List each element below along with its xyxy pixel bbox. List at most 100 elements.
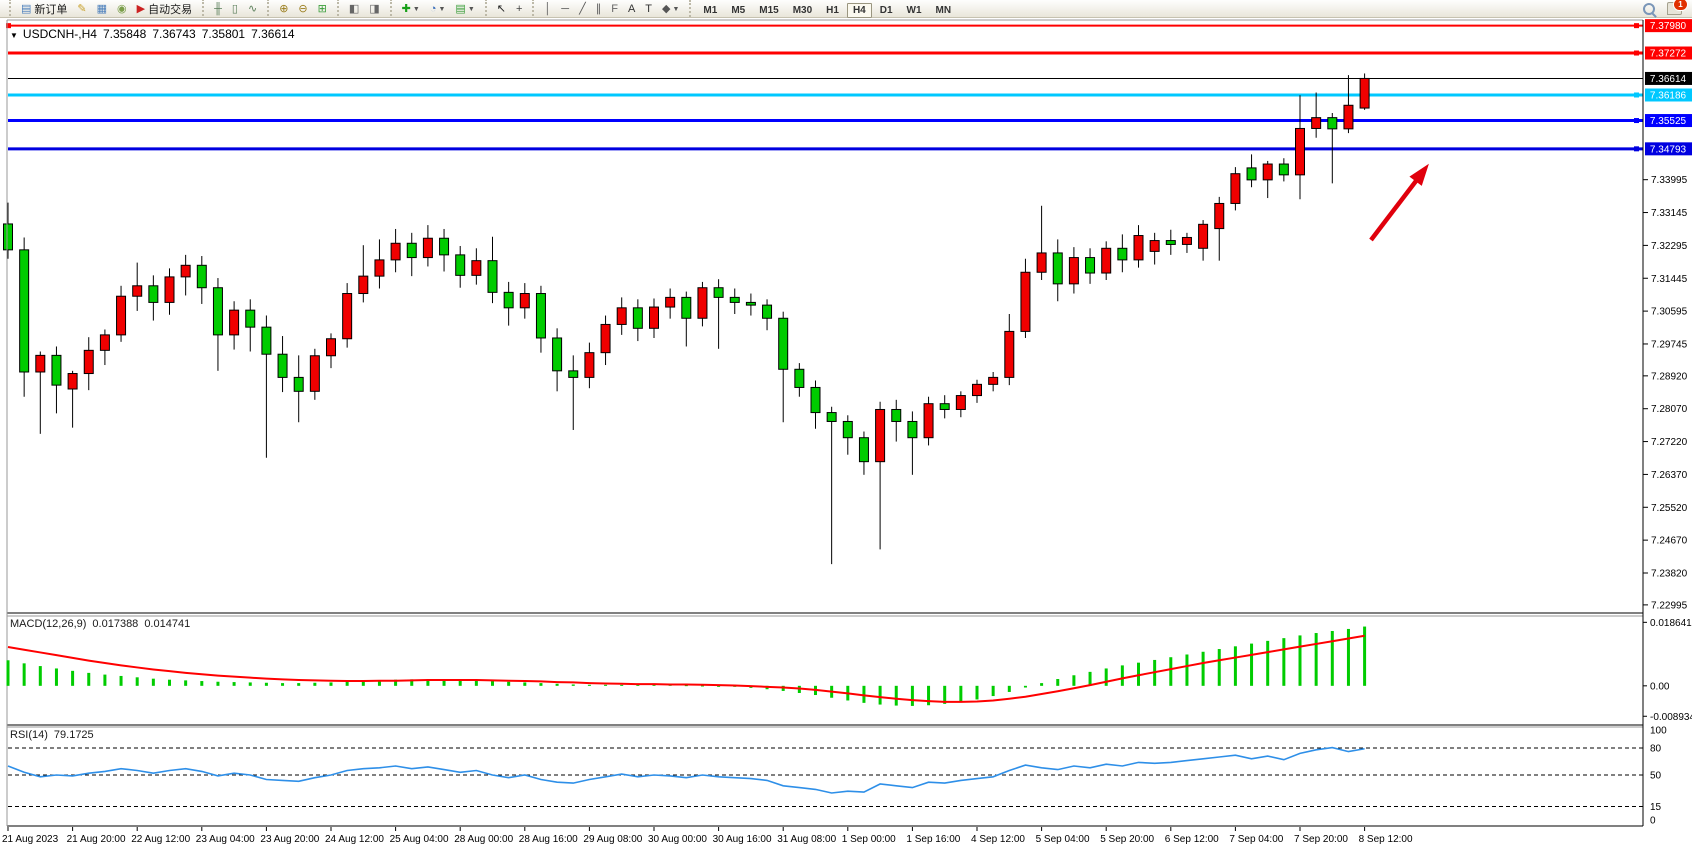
candle-up [955, 395, 966, 410]
price-tick-label: 7.26370 [1651, 470, 1688, 481]
timeframe-mn-button[interactable]: MN [935, 4, 952, 16]
timeframe-m15-button[interactable]: M15 [759, 4, 779, 16]
timeframe-d1-button[interactable]: D1 [879, 4, 893, 16]
vertical-line-button[interactable]: │ [540, 0, 555, 18]
macd-histogram-bar [168, 679, 171, 686]
indicators-dropdown-icon[interactable]: ▼ [412, 5, 420, 13]
candle-up [390, 242, 401, 261]
time-tick-label: 21 Aug 20:00 [67, 834, 126, 845]
zoom-in-button[interactable]: ⊕ [275, 0, 292, 18]
text-button[interactable]: A [624, 0, 639, 18]
chart-shift-button[interactable]: ◨ [365, 0, 383, 18]
support-line-2-handle-right[interactable] [1634, 146, 1639, 152]
annotation-arrow-shaft[interactable] [1369, 179, 1418, 242]
time-tick-label: 5 Sep 20:00 [1100, 834, 1154, 845]
macd-histogram-bar [1120, 665, 1124, 686]
cursor-icon: ↖ [496, 3, 506, 15]
timeframe-m5-button[interactable]: M5 [731, 4, 746, 16]
chart-bars-button[interactable]: ╫ [210, 0, 226, 18]
text-label-button[interactable]: T [641, 0, 656, 18]
candle-up [358, 275, 369, 295]
resistance-line-1-handle-left[interactable] [6, 23, 11, 29]
toolbar-buttons: ▤ 新订单 ✎ ▦ ◉ ▶ 自动交易 ╫ ▯ ∿ ⊕ ⊖ ⊞ ◧ ◨ ✚ ▼ ◔ ▼ ▤ ▼ ↖ + │ ─ ╱ ∥ F A T ◆ ▼ [4, 0, 684, 18]
price-tick-label: 7.29745 [1651, 339, 1688, 350]
support-line-1-handle-right[interactable] [1634, 118, 1639, 124]
timeframe-m1-button[interactable]: M1 [703, 4, 718, 16]
auto-scroll-button[interactable]: ◧ [345, 0, 363, 18]
zoom-out-button[interactable]: ⊖ [294, 0, 311, 18]
macd-histogram-bar [6, 660, 10, 686]
candle-down [1052, 252, 1063, 285]
price-tick-label: 7.30595 [1651, 307, 1688, 318]
notification-badge: 1 [1673, 0, 1688, 11]
candle-up [326, 338, 336, 357]
cyan-level-line-handle-right[interactable] [1634, 92, 1639, 98]
candle-down [1327, 117, 1338, 130]
chart-candles-button[interactable]: ▯ [228, 0, 242, 18]
chart-area[interactable]: 7.33995 7.33145 7.32295 7.31445 7.30595 7.297… [0, 18, 1692, 850]
templates-icon: ▤ [455, 3, 466, 15]
candle-down [810, 386, 821, 414]
macd-histogram-bar [1007, 685, 1011, 692]
tile-windows-button[interactable]: ⊞ [314, 0, 331, 18]
cursor-button[interactable]: ↖ [493, 0, 510, 18]
autotrading-button[interactable]: ▶ 自动交易 [133, 0, 196, 18]
timeframe-h1-button[interactable]: H1 [826, 4, 839, 16]
macd-histogram-bar [151, 678, 155, 686]
price-tick-label: 7.33145 [1651, 208, 1688, 219]
macd-histogram-bar [684, 685, 688, 687]
templates-dropdown-icon[interactable]: ▼ [467, 5, 475, 13]
horizontal-line-button[interactable]: ─ [557, 0, 573, 18]
arrows-dropdown-icon[interactable]: ▼ [672, 5, 680, 13]
signals-button[interactable]: ◉ [113, 0, 131, 18]
candle-up [180, 264, 191, 278]
chart-candles-icon: ▯ [231, 3, 238, 15]
resistance-line-2-handle-right[interactable] [1634, 50, 1639, 56]
tile-windows-icon: ⊞ [317, 3, 327, 15]
candle-up [83, 349, 94, 375]
macd-histogram-bar [184, 680, 188, 686]
time-tick-label: 24 Aug 12:00 [325, 834, 384, 845]
candle-up [422, 237, 433, 259]
fibonacci-button[interactable]: F [607, 0, 622, 18]
macd-histogram-bar [474, 680, 478, 686]
time-tick-label: 7 Sep 20:00 [1294, 834, 1348, 845]
data-window-button[interactable]: ▦ [93, 0, 111, 18]
indicators-button[interactable]: ✚ ▼ [398, 0, 424, 18]
resistance-line-2-price-label-box [1645, 46, 1692, 60]
candle-up [665, 296, 676, 308]
arrows-button[interactable]: ◆ ▼ [658, 0, 683, 18]
toolbar-grip [389, 0, 392, 16]
timeframe-h4-button[interactable]: H4 [846, 2, 872, 18]
search-icon[interactable] [1643, 2, 1655, 15]
candle-down [745, 301, 756, 306]
rsi-axis-label: 50 [1650, 771, 1662, 782]
candle-up [972, 383, 982, 397]
toolbar-grip [689, 0, 692, 17]
timeframe-w1-button[interactable]: W1 [906, 4, 922, 16]
periods-button[interactable]: ◔ ▼ [426, 0, 450, 18]
candle-up [116, 295, 127, 336]
macd-histogram-bar [652, 684, 656, 686]
equidistant-channel-button[interactable]: ∥ [592, 0, 606, 18]
notifications-icon[interactable]: 1 [1667, 0, 1688, 15]
timeframe-m30-button[interactable]: M30 [792, 4, 813, 16]
periods-dropdown-icon[interactable]: ▼ [438, 5, 446, 13]
new-order-button[interactable]: ▤ 新订单 [17, 0, 71, 18]
chart-line-icon: ∿ [247, 3, 258, 15]
symbol-dropdown-icon[interactable]: ▼ [10, 31, 18, 40]
chart-symbol-period: USDCNH-,H4 [22, 27, 97, 41]
resistance-line-1-handle-right[interactable] [1634, 23, 1639, 29]
trendline-button[interactable]: ╱ [575, 0, 590, 18]
price-tick-label: 7.28920 [1651, 371, 1688, 382]
styler-button[interactable]: ✎ [73, 0, 90, 18]
macd-histogram-bar [620, 684, 624, 686]
chart-line-button[interactable]: ∿ [244, 0, 261, 18]
crosshair-button[interactable]: + [512, 0, 526, 18]
annotation-arrow-head[interactable] [1409, 163, 1429, 186]
styler-icon: ✎ [77, 3, 87, 15]
templates-button[interactable]: ▤ ▼ [451, 0, 478, 18]
macd-histogram-bar [1217, 649, 1221, 686]
candle-up [519, 293, 530, 309]
